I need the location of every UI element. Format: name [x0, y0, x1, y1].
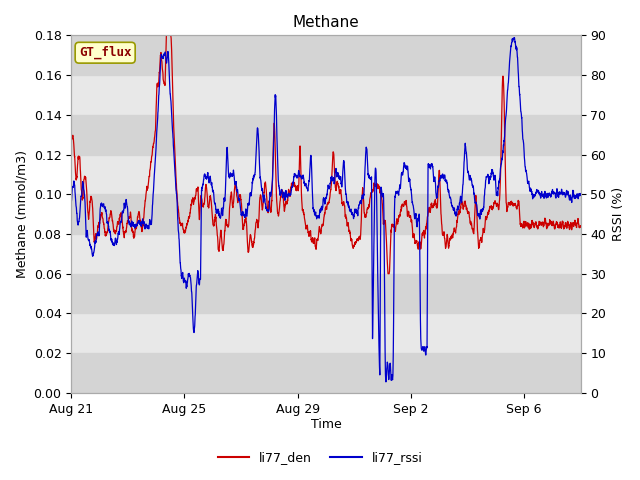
Y-axis label: RSSI (%): RSSI (%): [612, 187, 625, 241]
Bar: [71, 36, 580, 75]
X-axis label: Time: Time: [310, 419, 341, 432]
Y-axis label: Methane (mmol/m3): Methane (mmol/m3): [15, 150, 28, 278]
Title: Methane: Methane: [292, 15, 360, 30]
Bar: [71, 274, 580, 313]
Legend: li77_den, li77_rssi: li77_den, li77_rssi: [212, 446, 428, 469]
Bar: [71, 353, 580, 393]
Bar: [71, 115, 580, 155]
Text: GT_flux: GT_flux: [79, 46, 131, 60]
Bar: [71, 194, 580, 234]
